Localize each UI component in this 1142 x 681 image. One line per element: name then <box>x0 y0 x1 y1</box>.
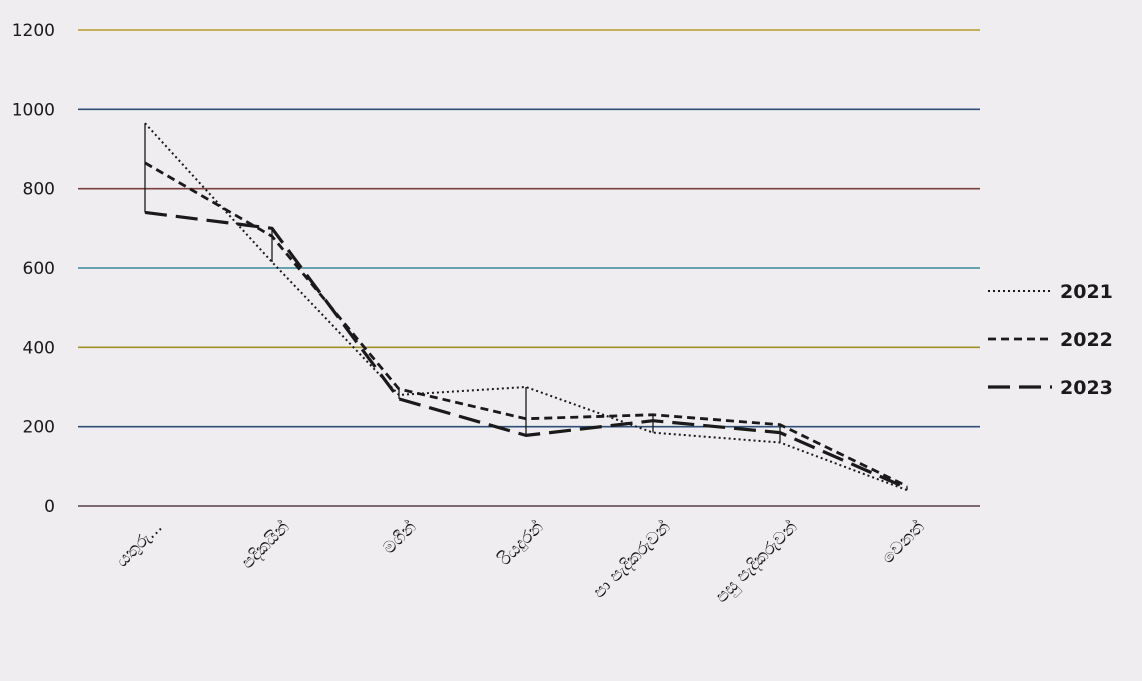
legend-label: 2021 <box>1060 281 1113 303</box>
x-tick-label: වෙනත් <box>878 517 929 568</box>
y-tick-label: 800 <box>23 180 55 200</box>
series-line-2022 <box>144 161 908 488</box>
drop-lines <box>144 123 908 491</box>
x-tick-label: රියදුරන් <box>494 517 547 570</box>
legend: 2021 2022 2023 <box>988 281 1113 399</box>
y-tick-label: 0 <box>44 497 55 517</box>
legend-label: 2022 <box>1060 329 1113 351</box>
x-axis-ticks: යතුරු... පදිකයින් මගීන් රියදුරන් පා පැදිකරුව… <box>112 517 928 607</box>
y-tick-label: 200 <box>23 418 55 438</box>
y-axis-ticks: 0 200 400 600 800 1000 1200 <box>12 21 55 517</box>
y-tick-label: 600 <box>23 259 55 279</box>
gridlines <box>78 29 980 507</box>
legend-label: 2023 <box>1060 377 1113 399</box>
x-tick-label: මගීන් <box>379 517 420 558</box>
x-tick-label: යතුරු... <box>112 517 166 571</box>
y-tick-label: 1000 <box>12 100 55 120</box>
x-tick-label: පසු පැදිකරුවන් <box>712 517 802 607</box>
x-tick-label: පා පැදිකරුවන් <box>589 517 674 602</box>
y-tick-label: 1200 <box>12 21 55 41</box>
y-tick-label: 400 <box>23 338 55 358</box>
x-tick-label: පදිකයින් <box>238 517 294 573</box>
series-line-2023 <box>144 210 908 490</box>
series-lines <box>144 122 908 492</box>
